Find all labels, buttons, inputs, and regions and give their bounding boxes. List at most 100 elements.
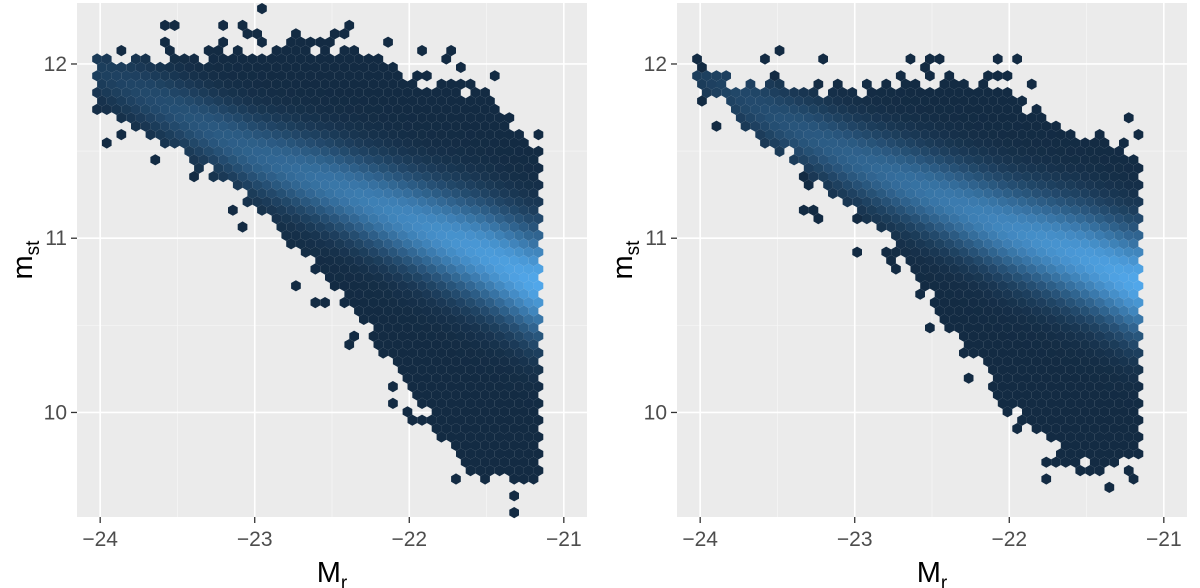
hex-bin bbox=[456, 313, 466, 325]
hex-bin bbox=[208, 103, 219, 115]
hex-bin bbox=[160, 70, 170, 82]
hex-bin bbox=[519, 339, 529, 351]
hex-bin bbox=[208, 70, 219, 82]
hex-bin bbox=[436, 313, 447, 325]
hex-bin bbox=[388, 229, 398, 241]
hex-bin bbox=[1114, 196, 1124, 208]
hex-bin bbox=[475, 465, 486, 477]
hex-bin bbox=[1036, 196, 1047, 208]
hex-bin bbox=[1114, 448, 1124, 460]
hex-bin bbox=[1012, 389, 1022, 401]
hex-bin bbox=[426, 213, 437, 225]
hex-bin bbox=[126, 61, 136, 73]
hex-bin bbox=[431, 406, 442, 418]
hex-bin bbox=[460, 389, 471, 401]
hex-bin bbox=[426, 129, 437, 141]
hex-bin bbox=[740, 120, 751, 132]
hex-bin bbox=[1099, 423, 1110, 435]
hex-bin bbox=[320, 297, 330, 309]
hex-bin bbox=[509, 137, 519, 149]
hex-bin bbox=[1099, 221, 1110, 233]
hex-bin bbox=[489, 423, 500, 435]
hex-bin bbox=[1089, 389, 1100, 401]
y-axis-title: mst bbox=[607, 240, 644, 280]
hex-bin bbox=[315, 255, 325, 267]
hex-bin bbox=[1007, 297, 1018, 309]
hex-bin bbox=[373, 87, 384, 99]
hex-bin bbox=[499, 423, 510, 435]
hex-bin bbox=[451, 187, 461, 199]
hex-bin bbox=[422, 70, 432, 82]
hex-bin bbox=[363, 187, 374, 199]
hex-bin bbox=[111, 87, 122, 99]
hex-bin bbox=[388, 280, 398, 292]
hex-bin bbox=[1046, 431, 1056, 443]
hex-bin bbox=[1046, 213, 1056, 225]
hex-bin bbox=[402, 339, 413, 351]
hex-bin bbox=[397, 213, 408, 225]
hex-bin bbox=[262, 179, 272, 191]
hex-bin bbox=[266, 70, 277, 82]
hex-bin bbox=[281, 129, 292, 141]
hex-bin bbox=[881, 95, 892, 107]
hex-bin bbox=[1036, 313, 1047, 325]
hex-bin bbox=[832, 145, 843, 157]
hex-bin bbox=[949, 162, 959, 174]
hex-bin bbox=[334, 154, 345, 166]
hex-bin bbox=[1056, 246, 1066, 258]
hex-bin bbox=[494, 397, 505, 409]
hex-bin bbox=[1036, 229, 1047, 241]
hex-bin bbox=[881, 145, 892, 157]
hex-bin bbox=[910, 229, 921, 241]
hex-bin bbox=[876, 87, 887, 99]
hex-bin bbox=[1099, 355, 1110, 367]
hex-bin bbox=[451, 305, 461, 317]
hex-bin bbox=[1094, 263, 1105, 275]
hex-bin bbox=[145, 61, 156, 73]
hex-bin bbox=[465, 397, 476, 409]
hex-bin bbox=[1031, 389, 1042, 401]
hex-bin bbox=[354, 305, 364, 317]
hex-bin bbox=[1031, 103, 1042, 115]
hex-bin bbox=[1070, 355, 1081, 367]
hex-bin bbox=[344, 288, 355, 300]
hex-bin bbox=[499, 271, 510, 283]
hex-bin bbox=[1133, 179, 1144, 191]
hex-bin bbox=[388, 263, 398, 275]
hex-bin bbox=[954, 137, 964, 149]
hex-bin bbox=[944, 154, 955, 166]
hex-bin bbox=[426, 330, 437, 342]
hex-bin bbox=[900, 112, 911, 124]
hex-bin bbox=[954, 120, 964, 132]
hex-bin bbox=[1041, 120, 1052, 132]
hex-bin bbox=[891, 263, 901, 275]
hex-bin bbox=[354, 255, 364, 267]
hex-bin bbox=[1089, 238, 1100, 250]
hex-bin bbox=[915, 204, 925, 216]
hex-bin bbox=[528, 255, 539, 267]
hex-bin bbox=[494, 448, 505, 460]
hex-bin bbox=[944, 305, 955, 317]
hex-bin bbox=[798, 137, 809, 149]
hex-bin bbox=[997, 95, 1008, 107]
hex-bin bbox=[470, 339, 481, 351]
hex-bin bbox=[165, 95, 175, 107]
hex-bin bbox=[339, 179, 350, 191]
hex-bin bbox=[900, 229, 911, 241]
hex-bin bbox=[1133, 347, 1144, 359]
hex-bin bbox=[359, 61, 369, 73]
hex-bin bbox=[514, 162, 524, 174]
hex-bin bbox=[509, 406, 519, 418]
hex-bin bbox=[373, 305, 384, 317]
hex-bin bbox=[1133, 229, 1144, 241]
hex-bin bbox=[1070, 137, 1081, 149]
hex-bin bbox=[184, 112, 195, 124]
hex-bin bbox=[881, 112, 892, 124]
hex-bin bbox=[354, 53, 364, 65]
hex-bin bbox=[1109, 322, 1119, 334]
hex-bin bbox=[135, 95, 146, 107]
hex-bin bbox=[300, 129, 311, 141]
hex-bin bbox=[286, 120, 296, 132]
hex-bin bbox=[286, 154, 296, 166]
hex-bin bbox=[857, 171, 867, 183]
